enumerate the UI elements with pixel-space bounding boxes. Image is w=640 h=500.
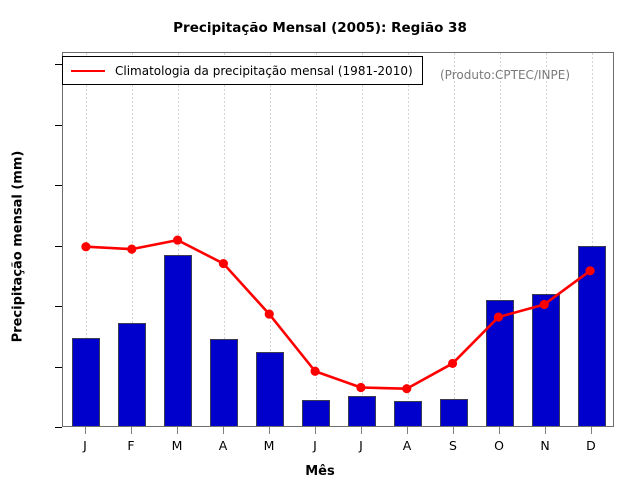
climatology-markers [81,235,595,394]
x-tick-label-2: M [171,438,183,453]
y-tick-mark-300 [55,245,62,247]
bar-2[interactable] [163,255,193,426]
y-tick-mark-100 [55,366,62,368]
x-tick-mark-4 [269,427,270,434]
x-tick-mark-6 [361,427,362,434]
gridline-j-5 [315,53,317,426]
chart-legend: Climatologia da precipitação mensal (198… [62,56,423,85]
x-axis-title: Mês [305,464,335,479]
bar-10[interactable] [531,294,561,426]
y-tick-mark-500 [55,124,62,126]
x-tick-mark-7 [407,427,408,434]
x-tick-mark-0 [85,427,86,434]
producer-annotation: (Produto:CPTEC/INPE) [440,68,570,82]
climatology-point-5[interactable] [310,366,320,376]
bar-6[interactable] [347,396,377,426]
x-tick-label-3: A [218,438,228,453]
gridline-a-7 [407,53,409,426]
gridline-s-8 [453,53,455,426]
gridline-j-0 [85,53,87,426]
climatology-point-11[interactable] [585,266,595,276]
gridline-a-3 [223,53,225,426]
x-tick-label-6: J [359,438,363,453]
chart-title: Precipitação Mensal (2005): Região 38 [173,20,467,36]
gridline-f-1 [131,53,133,426]
bar-0[interactable] [71,338,101,426]
x-tick-label-0: J [83,438,87,453]
climatology-point-4[interactable] [264,309,274,319]
y-tick-mark-200 [55,306,62,308]
climatology-point-1[interactable] [127,244,137,254]
x-tick-label-1: F [127,438,135,453]
bar-1[interactable] [117,322,147,426]
climatology-point-7[interactable] [402,384,412,394]
x-tick-label-9: O [494,438,504,453]
y-tick-mark-600 [55,64,62,66]
bar-7[interactable] [393,400,423,426]
x-tick-mark-11 [591,427,592,434]
gridline-m-4 [269,53,271,426]
gridline-n-10 [545,53,547,426]
x-tick-mark-10 [545,427,546,434]
climatology-point-10[interactable] [539,299,549,310]
climatology-point-2[interactable] [173,235,183,245]
gridline-o-9 [499,53,501,426]
plot-inner [63,53,613,426]
x-tick-label-11: D [586,438,596,453]
x-tick-label-5: J [313,438,317,453]
climatology-point-0[interactable] [81,242,91,252]
x-tick-label-8: S [449,438,457,453]
y-axis-title: Precipitação mensal (mm) [10,150,26,343]
x-tick-mark-3 [223,427,224,434]
y-tick-mark-0 [55,427,62,428]
bar-4[interactable] [255,352,285,426]
climatology-line-series [81,235,595,394]
legend-line-swatch [71,69,105,72]
x-tick-mark-8 [453,427,454,434]
bar-3[interactable] [209,338,239,426]
legend-label: Climatologia da precipitação mensal (198… [115,63,413,78]
climatology-point-6[interactable] [356,382,366,393]
bar-8[interactable] [439,398,469,426]
x-tick-mark-2 [177,427,178,434]
climatology-point-3[interactable] [218,258,228,269]
x-tick-mark-9 [499,427,500,434]
x-tick-label-10: N [540,438,550,453]
x-tick-mark-5 [315,427,316,434]
y-tick-mark-400 [55,185,62,187]
gridline-j-6 [361,53,363,426]
bar-5[interactable] [301,400,331,426]
plot-area [62,52,614,427]
climatology-point-9[interactable] [493,312,503,322]
climatology-polyline [84,238,592,390]
climatology-point-8[interactable] [448,358,458,369]
x-tick-mark-1 [131,427,132,434]
gridline-d-11 [591,53,593,426]
x-tick-label-4: M [263,438,275,453]
x-tick-label-7: A [402,438,412,453]
